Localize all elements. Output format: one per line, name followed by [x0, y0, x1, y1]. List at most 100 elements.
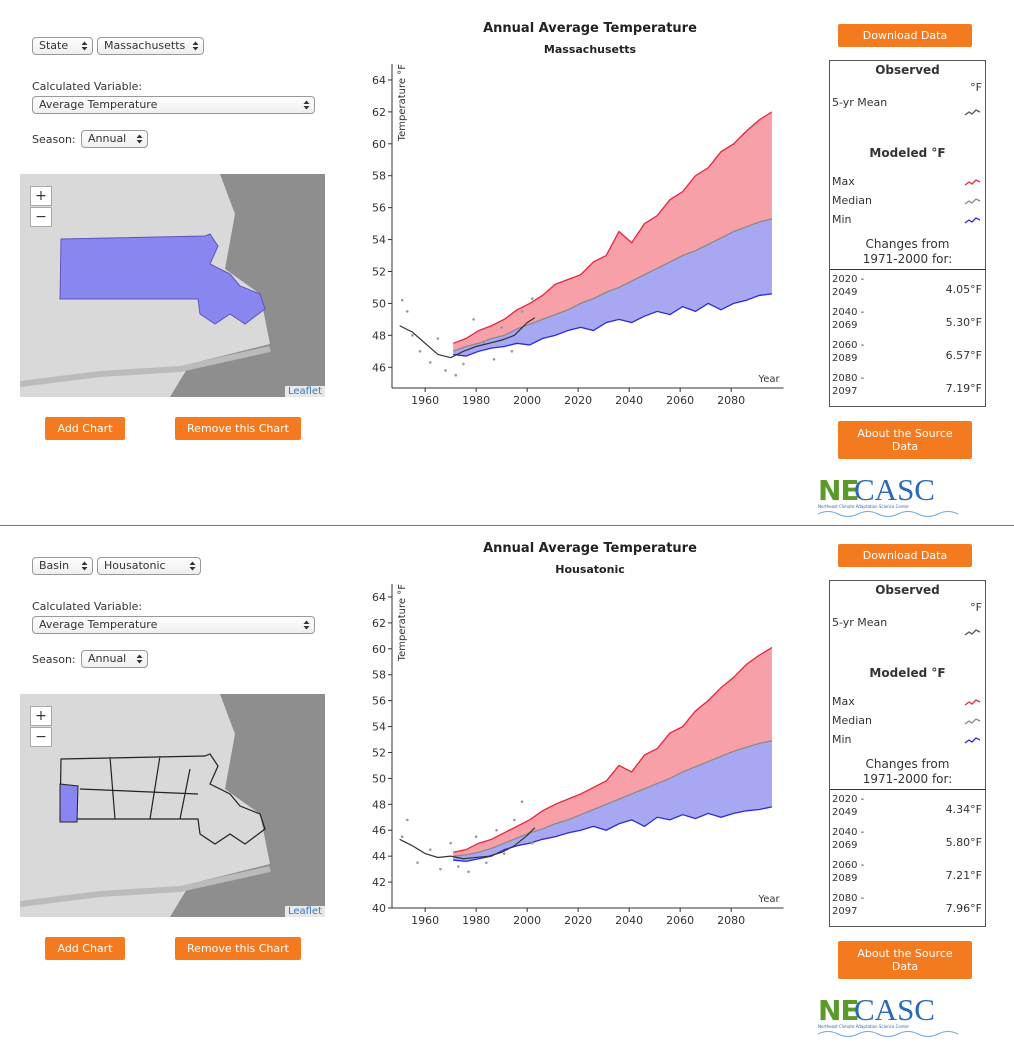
x-axis-label: Year: [757, 894, 780, 905]
map-attribution[interactable]: Leaflet: [284, 386, 325, 397]
band-max-median: [453, 647, 772, 857]
arrow-glyph: [81, 41, 88, 51]
map[interactable]: + − Leaflet: [20, 174, 325, 397]
zoom-in[interactable]: +: [30, 706, 52, 726]
x-tick-label: 2040: [615, 394, 643, 407]
wave: [818, 511, 959, 517]
x-tick-label: 2000: [513, 914, 541, 927]
region-select[interactable]: Massachusetts: [97, 37, 205, 55]
y-tick-label: 46: [372, 361, 386, 374]
region-type-select[interactable]: Basin: [32, 557, 93, 575]
map-graphic: [20, 174, 325, 397]
legend-entry: Max: [832, 175, 855, 188]
zoom-in[interactable]: +: [30, 186, 52, 206]
variable-select[interactable]: Average Temperature: [32, 616, 315, 634]
select-text: Basin: [39, 559, 70, 572]
map-attribution[interactable]: Leaflet: [284, 906, 325, 917]
observed-point: [510, 349, 514, 353]
source-button[interactable]: About the Source Data: [838, 941, 972, 979]
period: 2040 - 2069: [832, 307, 865, 331]
variable-label: Calculated Variable:: [32, 80, 143, 93]
region-select[interactable]: Housatonic: [97, 557, 201, 575]
observed-point: [444, 369, 447, 372]
download-button[interactable]: Download Data: [838, 24, 972, 47]
x-tick-label: 2040: [615, 914, 643, 927]
observed-point: [418, 349, 422, 353]
y-tick-label: 48: [372, 329, 386, 342]
remove-chart-button[interactable]: Remove this Chart: [175, 937, 301, 960]
observed-point: [400, 298, 404, 302]
select-text: Average Temperature: [39, 98, 158, 111]
panel: Annual Average Temperature Massachusetts T…: [0, 0, 1014, 520]
observed-title: Observed: [875, 583, 940, 597]
source-button[interactable]: About the Source Data: [838, 421, 972, 459]
zoom-out[interactable]: −: [30, 727, 52, 747]
change-value: 5.30°F: [945, 316, 982, 329]
legend-icon: [964, 217, 981, 224]
select-arrows: [192, 41, 199, 51]
observed-point: [436, 337, 440, 340]
band-max-median: [453, 111, 772, 352]
season-select[interactable]: Annual: [81, 650, 148, 668]
observed-point: [502, 852, 506, 855]
series-line: [453, 740, 773, 857]
x-tick-label: 1960: [411, 914, 439, 927]
legend-icon: [964, 198, 981, 205]
change-value: 6.57°F: [945, 349, 982, 362]
basin-outlines: [59, 753, 266, 845]
series-line: [452, 111, 773, 344]
series-line: [453, 646, 773, 853]
download-button[interactable]: Download Data: [838, 544, 972, 567]
y-tick-label: 56: [372, 695, 386, 708]
observed-point: [416, 861, 419, 864]
y-tick-label: 62: [372, 617, 386, 630]
logo-casc: CASC: [854, 992, 935, 1027]
y-tick-label: 60: [372, 643, 386, 656]
season-select[interactable]: Annual: [81, 130, 148, 148]
arrow-glyph: [189, 561, 196, 571]
y-tick-label: 50: [372, 297, 386, 310]
change-value: 4.05°F: [945, 283, 982, 296]
variable-select[interactable]: Average Temperature: [32, 96, 315, 114]
x-tick-label: 2060: [666, 914, 694, 927]
period: 2060 - 2089: [832, 340, 865, 364]
y-tick-label: 42: [372, 876, 386, 889]
coast: [20, 346, 271, 387]
select-text: State: [39, 39, 69, 52]
select-text: Massachusetts: [104, 39, 186, 52]
zoom-out[interactable]: −: [30, 207, 52, 227]
legend-icon: [964, 109, 981, 116]
period: 2020 - 2049: [832, 274, 865, 298]
chart-subtitle: Housatonic: [555, 563, 625, 576]
logo-ne: NE: [818, 994, 860, 1027]
observed-point: [400, 835, 404, 839]
selected-region: [59, 783, 79, 823]
period: 2080 - 2097: [832, 373, 865, 397]
select-arrows: [303, 620, 310, 630]
observed-point: [439, 867, 442, 871]
logo: NE CASC Northeast Climate Adaptation Scien…: [818, 992, 988, 1038]
add-chart-button[interactable]: Add Chart: [45, 417, 125, 440]
legend-icon: [964, 699, 981, 706]
remove-chart-button[interactable]: Remove this Chart: [175, 417, 301, 440]
y-tick-label: 54: [372, 234, 386, 247]
y-tick-label: 44: [372, 850, 386, 863]
region-type-select[interactable]: State: [32, 37, 93, 55]
x-tick-label: 2000: [513, 394, 541, 407]
observed-point: [472, 318, 475, 321]
add-chart-button[interactable]: Add Chart: [45, 937, 125, 960]
select-arrows: [303, 100, 310, 110]
observed-point: [449, 841, 452, 845]
observed-point: [457, 865, 460, 868]
observed-unit: °F: [970, 81, 982, 94]
legend-icon: [964, 737, 981, 744]
legend-entry: Min: [832, 733, 852, 746]
changes-title: Changes from 1971-2000 for:: [862, 757, 953, 786]
legend: Observed °F 5-yr Mean Modeled °F Max Median Mi…: [829, 580, 986, 927]
map-graphic: [20, 694, 325, 917]
selected-region: [59, 233, 266, 325]
change-value: 7.19°F: [945, 382, 982, 395]
map[interactable]: + − Leaflet: [20, 694, 325, 917]
select-text: Average Temperature: [39, 618, 158, 631]
logo-waves: [818, 1031, 959, 1037]
